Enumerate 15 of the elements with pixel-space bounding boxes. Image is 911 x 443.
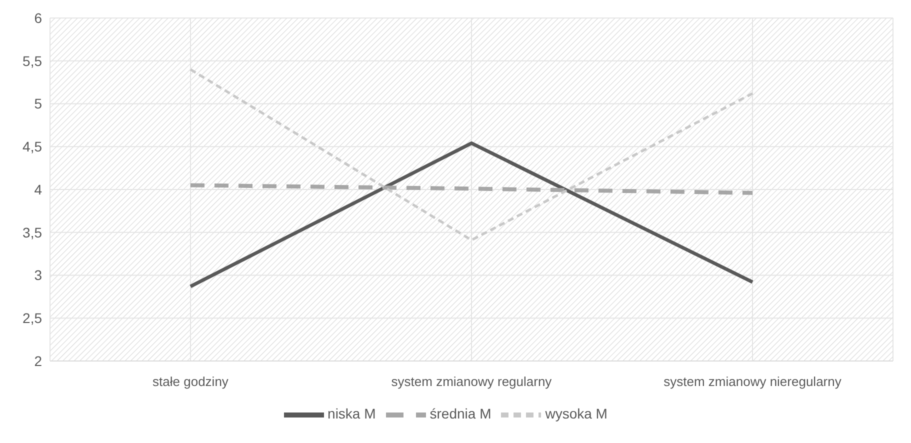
- y-tick-label: 6: [34, 10, 42, 26]
- legend-label: wysoka M: [545, 406, 608, 422]
- y-tick-label: 3: [34, 267, 42, 284]
- legend-label: średnia M: [430, 406, 492, 422]
- x-tick-label: stałe godziny: [152, 374, 229, 390]
- x-tick-label: system zmianowy nieregularny: [664, 374, 842, 390]
- y-tick-label: 2,5: [22, 310, 42, 326]
- x-tick-label: system zmianowy regularny: [391, 374, 552, 390]
- legend-label: niska M: [328, 406, 376, 422]
- y-tick-label: 3,5: [22, 224, 42, 240]
- y-tick-label: 5: [34, 96, 42, 112]
- y-tick-label: 4,5: [22, 138, 42, 155]
- y-tick-label: 5,5: [22, 52, 42, 69]
- y-tick-label: 2: [34, 352, 42, 369]
- y-tick-label: 4: [34, 181, 42, 198]
